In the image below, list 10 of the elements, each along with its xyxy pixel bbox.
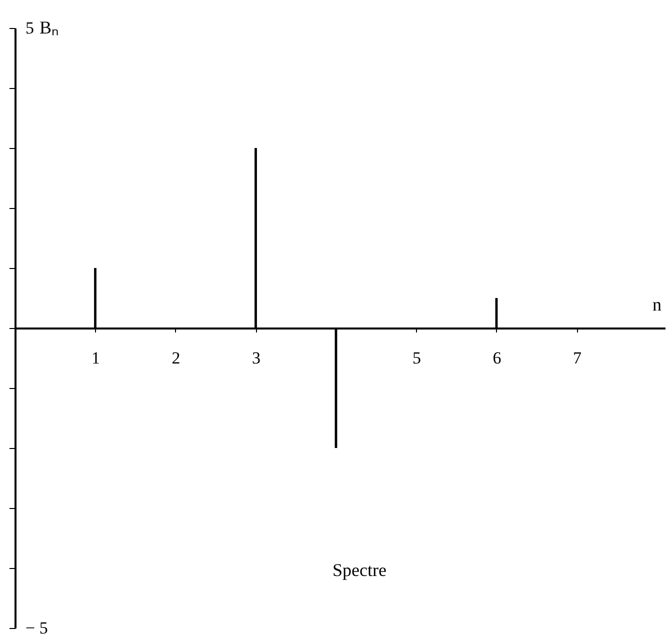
x-tick-label: 5 (412, 348, 421, 368)
y-tick-label: − 5 (26, 618, 48, 638)
x-tick-label: 7 (572, 348, 582, 368)
annotation: Spectre (332, 560, 386, 580)
x-tick-label: 3 (252, 348, 260, 368)
x-tick-label: 6 (492, 348, 502, 368)
x-axis-title: n (652, 294, 662, 314)
y-axis-title: Bₙ (40, 18, 59, 38)
x-tick-label: 1 (91, 348, 100, 368)
x-tick-label: 2 (172, 348, 180, 368)
